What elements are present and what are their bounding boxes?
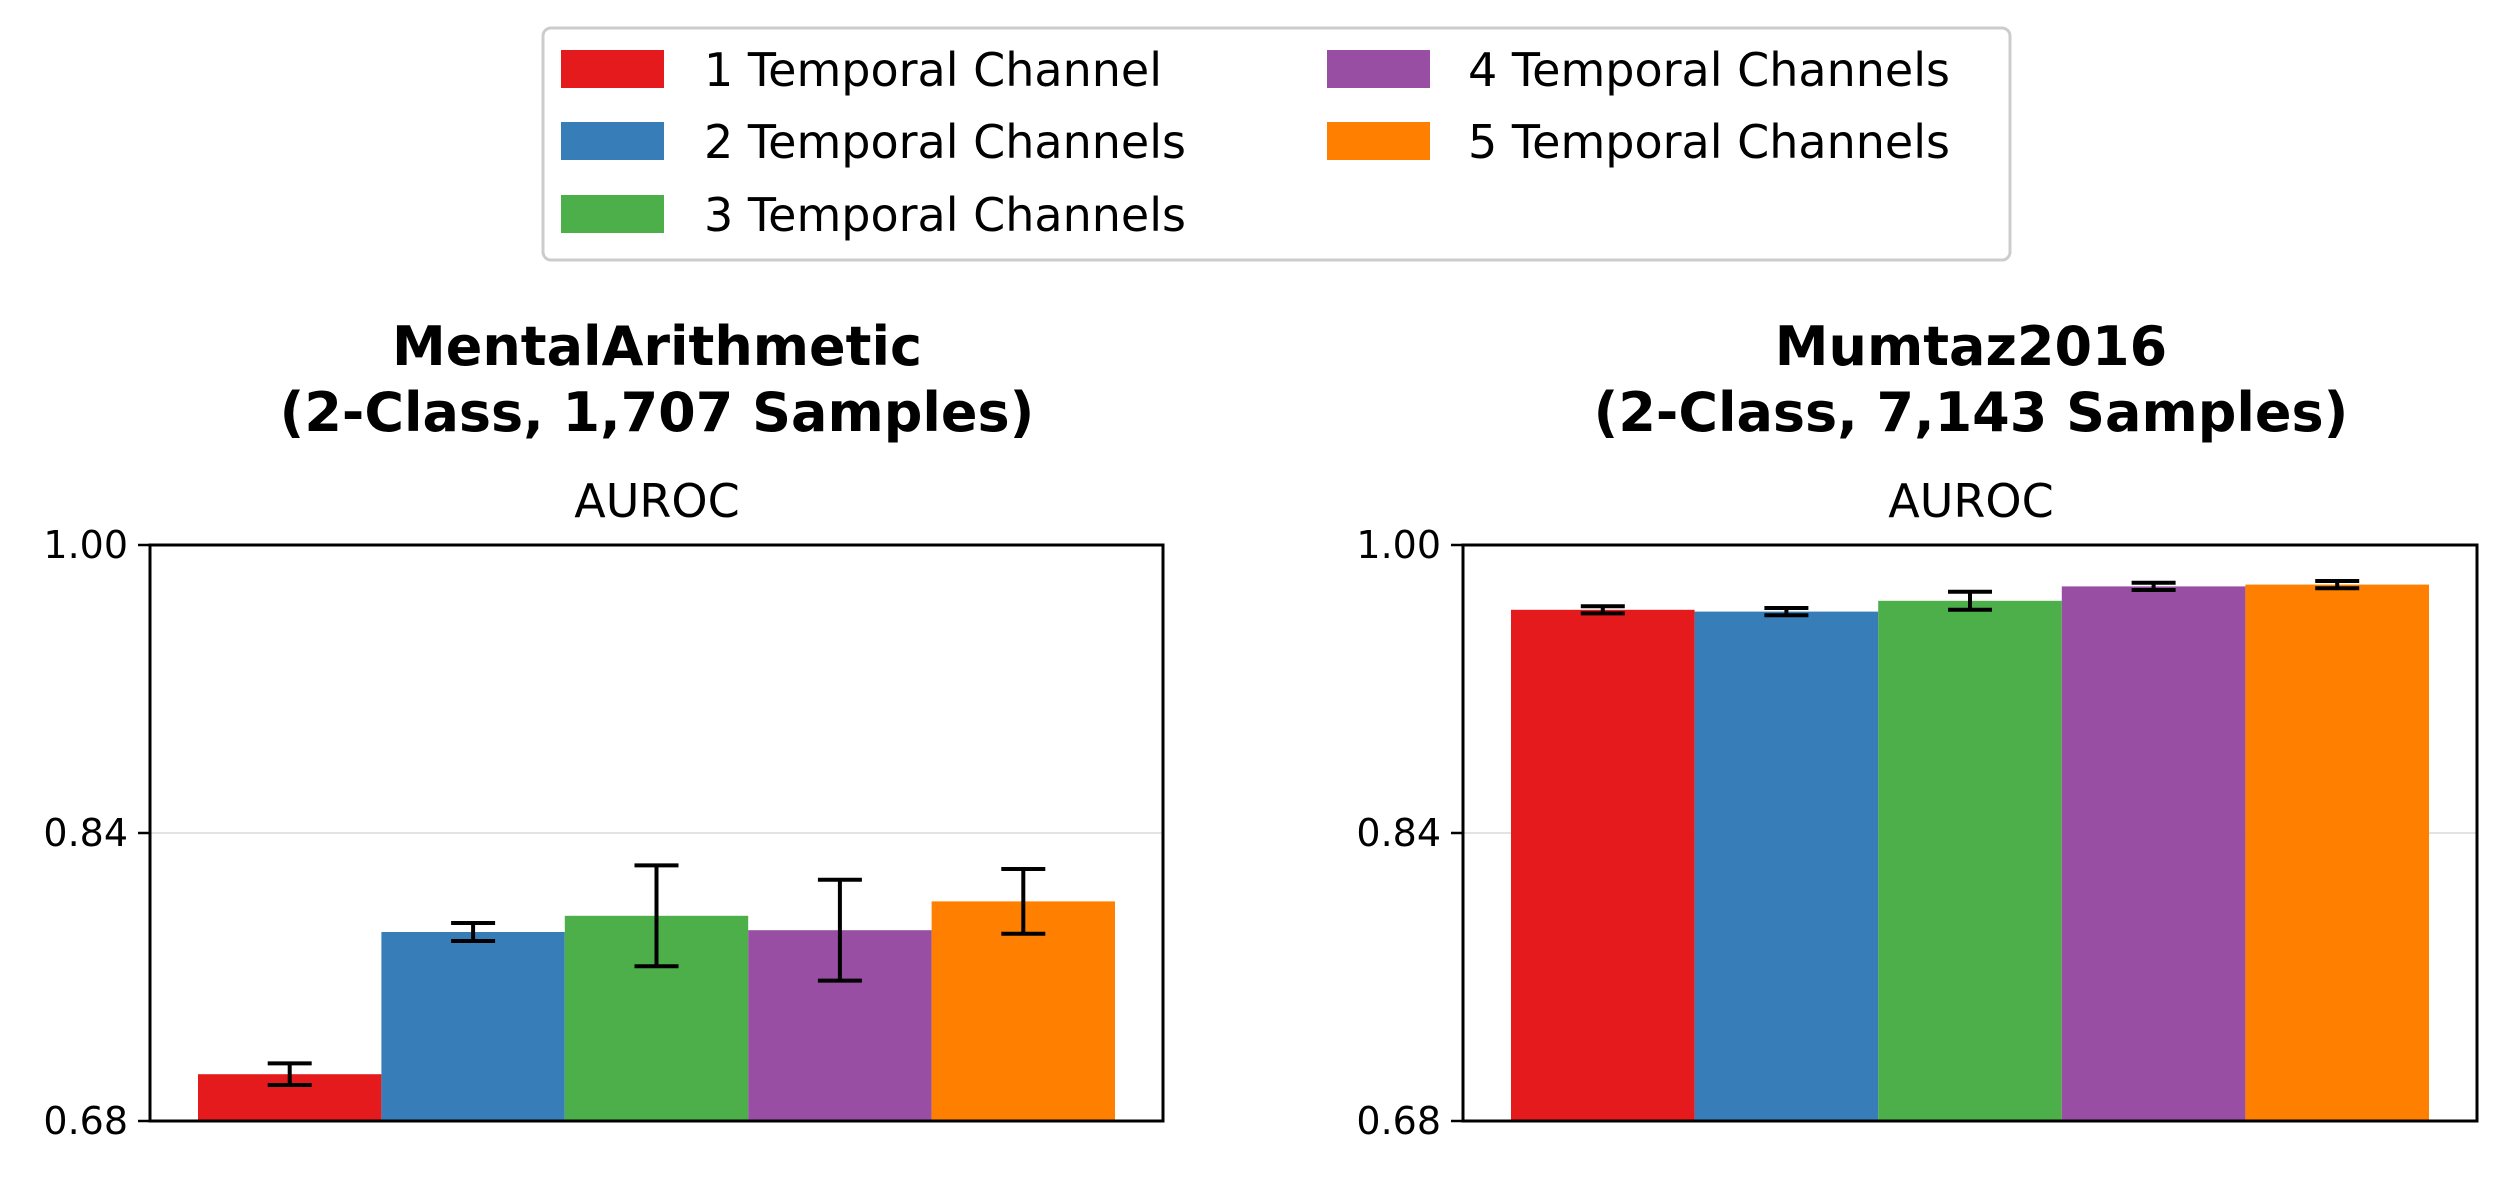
error-bar-4 (817, 877, 862, 983)
legend-swatch-4 (1327, 50, 1430, 88)
legend: 1 Temporal Channel 2 Temporal Channels 3… (541, 26, 2012, 262)
bar-5 (931, 901, 1115, 1121)
error-bar-2 (451, 921, 496, 943)
error-bar-5 (1001, 867, 1046, 936)
bar-2 (1694, 611, 1879, 1121)
legend-swatch-2 (561, 122, 664, 160)
axes-frame (148, 543, 1165, 1123)
y-tick-label: 0.68 (43, 1099, 128, 1143)
error-bar-2 (1764, 606, 1809, 618)
error-bar-3 (634, 863, 679, 969)
bar-5 (2245, 584, 2429, 1121)
legend-frame (541, 26, 2012, 262)
chart-2-title-line1: Mumtaz2016 (1775, 315, 2167, 378)
chart-mumtaz2016: Mumtaz2016 (2-Class, 7,143 Samples) AURO… (1356, 315, 2479, 1143)
chart-2-metric-label: AUROC (1888, 474, 2053, 528)
chart-1-metric-label: AUROC (574, 474, 739, 528)
chart-2-plot-area: 0.68 0.84 1.00 (1356, 523, 2479, 1143)
bar-2 (381, 932, 565, 1121)
error-bar-1 (1580, 604, 1625, 616)
error-bar-5 (2315, 579, 2360, 591)
y-tick-label: 0.68 (1356, 1099, 1441, 1143)
legend-label-2: 2 Temporal Channels (704, 115, 1186, 169)
y-tick-label: 1.00 (1356, 523, 1441, 567)
chart-2-title-line2: (2-Class, 7,143 Samples) (1594, 381, 2349, 444)
bar-1 (1511, 609, 1695, 1121)
bar-3 (1878, 600, 2062, 1121)
axes-frame (1461, 543, 2479, 1123)
chart-1-title-line1: MentalArithmetic (392, 315, 922, 378)
chart-mentalarithmetic: MentalArithmetic (2-Class, 1,707 Samples… (43, 315, 1165, 1143)
legend-label-4: 4 Temporal Channels (1468, 43, 1950, 97)
error-bar-1 (267, 1061, 312, 1087)
chart-1-plot-area: 0.68 0.84 1.00 (43, 523, 1165, 1143)
legend-label-3: 3 Temporal Channels (704, 188, 1186, 242)
error-bar-4 (2131, 580, 2176, 592)
bar-4 (2061, 586, 2246, 1121)
y-tick-label: 0.84 (43, 811, 128, 855)
y-tick-label: 0.84 (1356, 811, 1441, 855)
legend-label-5: 5 Temporal Channels (1468, 115, 1950, 169)
legend-swatch-1 (561, 50, 664, 88)
legend-swatch-5 (1327, 122, 1430, 160)
legend-label-1: 1 Temporal Channel (704, 43, 1162, 97)
chart-1-title-line2: (2-Class, 1,707 Samples) (280, 381, 1035, 444)
y-tick-label: 1.00 (43, 523, 128, 567)
legend-swatch-3 (561, 195, 664, 233)
error-bar-3 (1948, 589, 1992, 612)
